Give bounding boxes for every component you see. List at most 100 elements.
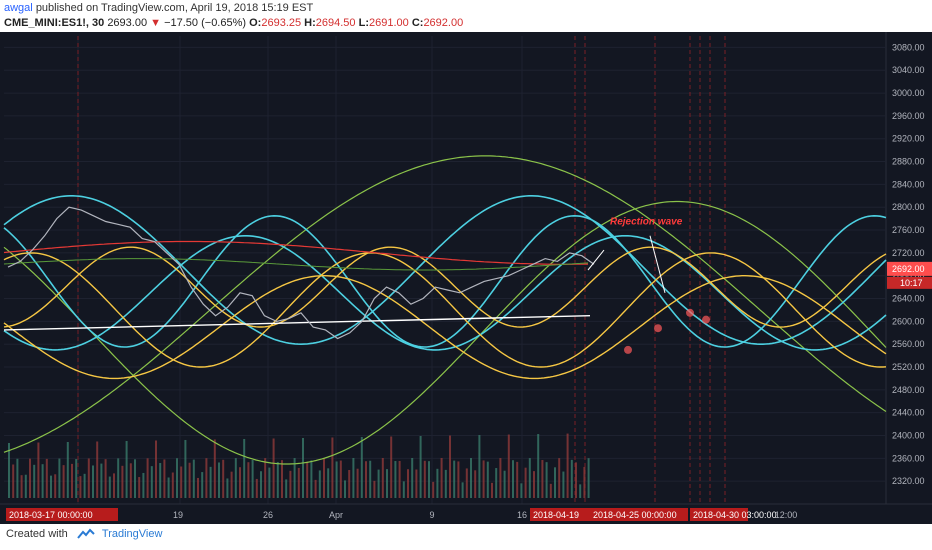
volume-bar (537, 434, 540, 498)
x-tick-label: 26 (263, 510, 273, 520)
volume-bar (239, 467, 241, 498)
volume-bar (159, 463, 162, 498)
volume-bar (444, 469, 447, 498)
volume-bar (54, 474, 57, 498)
intersection-marker (624, 345, 632, 354)
author-name[interactable]: awgal (4, 2, 33, 14)
volume-bar (138, 477, 141, 498)
green-moving-average (3, 258, 589, 271)
volume-bar (482, 460, 485, 498)
volume-bar (167, 477, 170, 498)
volume-bar (297, 467, 300, 498)
volume-bar (558, 458, 561, 498)
volume-bar (197, 477, 199, 498)
volume-bar (453, 460, 456, 498)
volume-bar (575, 462, 577, 498)
high-value: 2694.50 (315, 17, 356, 29)
down-arrow-icon: ▼ (150, 17, 162, 29)
volume-bar (507, 434, 510, 498)
time-label-badge (530, 508, 590, 521)
volume-bar (524, 467, 527, 498)
green-wave (3, 155, 887, 453)
volume-bar (213, 439, 216, 498)
volume-bar (432, 481, 435, 498)
volume-bar (474, 470, 477, 498)
volume-bar (360, 436, 363, 498)
volume-bar (323, 458, 325, 498)
volume-bar (201, 472, 204, 498)
volume-bar (554, 467, 556, 498)
volume-bar (570, 459, 573, 498)
volume-bar (407, 469, 409, 498)
cyan-wave (3, 235, 887, 351)
y-tick-label: 2400.00 (892, 431, 925, 441)
volume-bar (155, 440, 157, 498)
volume-bar (37, 442, 40, 498)
volume-bar (587, 458, 590, 498)
y-tick-label: 2920.00 (892, 134, 925, 144)
volume-bar (226, 478, 229, 498)
y-tick-label: 3080.00 (892, 42, 925, 52)
y-tick-label: 2560.00 (892, 339, 925, 349)
chart-area[interactable]: 3080.00 3040.00 3000.00 2960.00 2920.00 2880.… (0, 32, 932, 524)
volume-bar (562, 471, 565, 498)
volume-bar (134, 459, 136, 498)
volume-bar (461, 482, 464, 498)
countdown-badge (887, 276, 932, 289)
volume-bar (218, 462, 220, 498)
volume-bar (268, 467, 271, 498)
time-label: 2018-04-25 00:00:00 (593, 510, 677, 520)
volume-bar (310, 460, 313, 498)
volume-bar (365, 461, 367, 498)
volume-bar (398, 460, 401, 498)
y-tick-label: 2440.00 (892, 408, 925, 418)
y-tick-label: 2840.00 (892, 179, 925, 189)
volume-bar (260, 471, 262, 498)
volume-bar (12, 464, 15, 498)
ohlc-header: CME_MINI:ES1!, 30 2693.00 ▼ −17.50 (−0.6… (4, 17, 463, 29)
x-tick-label: 19 (173, 510, 183, 520)
volume-bar (289, 470, 292, 498)
volume-bar (222, 459, 225, 498)
volume-bar (192, 459, 195, 498)
volume-bar (327, 468, 330, 498)
rejection-wave-annotation: Rejection wave (610, 216, 683, 227)
volume-bar (176, 458, 178, 498)
publish-info: awgal published on TradingView.com, Apri… (4, 2, 313, 14)
volume-bar (428, 461, 430, 498)
y-tick-label: 2720.00 (892, 248, 925, 258)
volume-bar (583, 466, 586, 498)
time-label: 2018-04-30 03:00:00 (693, 510, 777, 520)
last-price-label: 2692.00 (892, 264, 925, 274)
volume-bar (415, 469, 418, 498)
volume-bar (512, 460, 514, 498)
volume-bar (129, 463, 132, 498)
volume-bar (108, 476, 111, 498)
volume-bar (335, 461, 338, 498)
published-text: published on TradingView.com, April 19, … (35, 2, 314, 14)
close-value: 2692.00 (423, 17, 464, 29)
x-tick-label: 16 (517, 510, 527, 520)
volume-bar (411, 458, 414, 498)
volume-bar (50, 475, 52, 498)
open-label: O: (249, 17, 262, 29)
tradingview-brand[interactable]: TradingView (101, 528, 163, 540)
volume-bar (180, 466, 183, 498)
y-tick-label: 2600.00 (892, 316, 925, 326)
volume-bar (306, 461, 309, 498)
volume-bar (125, 440, 128, 498)
price-chart[interactable]: 3080.00 3040.00 3000.00 2960.00 2920.00 2880.… (0, 32, 932, 524)
last-price: 2693.00 (107, 17, 148, 29)
price-change: −17.50 (−0.65%) (164, 17, 247, 29)
volume-bar (373, 480, 376, 498)
volume-bar (255, 478, 258, 498)
volume-bar (449, 435, 451, 498)
volume-bar (121, 465, 124, 498)
volume-bar (247, 462, 250, 498)
low-label: L: (358, 17, 369, 29)
volume-bar (230, 471, 233, 498)
volume-bar (491, 482, 493, 498)
volume-bar (171, 472, 174, 498)
y-tick-label: 2640.00 (892, 294, 925, 304)
volume-bar (8, 443, 10, 498)
